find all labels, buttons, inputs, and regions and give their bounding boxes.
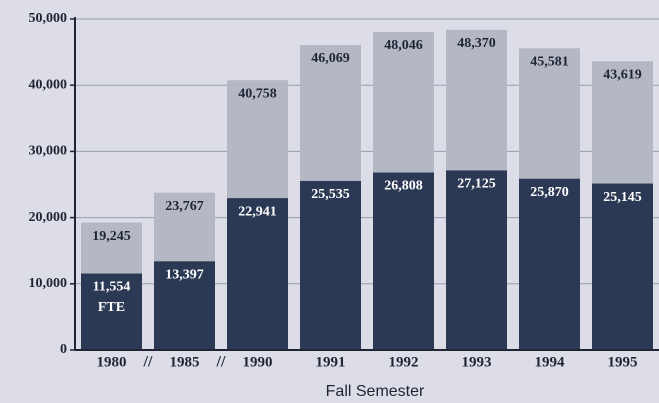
- annotation: FTE: [98, 300, 125, 315]
- y-tick-label: 50,000: [29, 11, 68, 26]
- data-label: 25,145: [603, 190, 642, 205]
- bar: [373, 172, 434, 350]
- data-label: 46,069: [311, 51, 350, 66]
- data-label: 11,554: [93, 280, 131, 295]
- data-label: 27,125: [457, 177, 496, 192]
- data-label: 25,535: [311, 187, 350, 202]
- data-label: 19,245: [92, 229, 131, 244]
- x-tick-label: 1994: [535, 354, 566, 370]
- annotation: //: [143, 354, 153, 371]
- x-tick-label: 1991: [316, 354, 346, 370]
- data-label: 23,767: [165, 199, 204, 214]
- data-label: 48,046: [384, 38, 423, 53]
- x-tick-label: 1995: [608, 354, 638, 370]
- x-tick-label: 1990: [243, 354, 273, 370]
- data-label: 43,619: [603, 67, 642, 82]
- bar: [227, 198, 288, 350]
- x-axis-title: Fall Semester: [326, 383, 425, 400]
- data-label: 45,581: [530, 54, 569, 69]
- y-tick-label: 30,000: [29, 144, 68, 159]
- bar: [300, 180, 361, 350]
- data-label: 40,758: [238, 86, 277, 101]
- y-tick-label: 20,000: [29, 210, 68, 225]
- bar: [519, 178, 580, 350]
- data-label: 22,941: [238, 204, 277, 219]
- x-tick-label: 1992: [389, 354, 419, 370]
- bar: [446, 170, 507, 350]
- y-tick-label: 40,000: [29, 77, 68, 92]
- y-tick-label: 10,000: [29, 276, 68, 291]
- annotation: //: [216, 354, 226, 371]
- y-tick-label: 0: [60, 342, 67, 357]
- data-label: 26,808: [384, 179, 423, 194]
- bar: [154, 261, 215, 350]
- x-tick-label: 1985: [170, 354, 200, 370]
- x-tick-label: 1980: [97, 354, 127, 370]
- bar: [81, 273, 142, 350]
- bar: [592, 183, 653, 350]
- data-label: 25,870: [530, 185, 569, 200]
- data-label: 13,397: [165, 268, 204, 283]
- x-tick-label: 1993: [462, 354, 492, 370]
- data-label: 48,370: [457, 36, 496, 51]
